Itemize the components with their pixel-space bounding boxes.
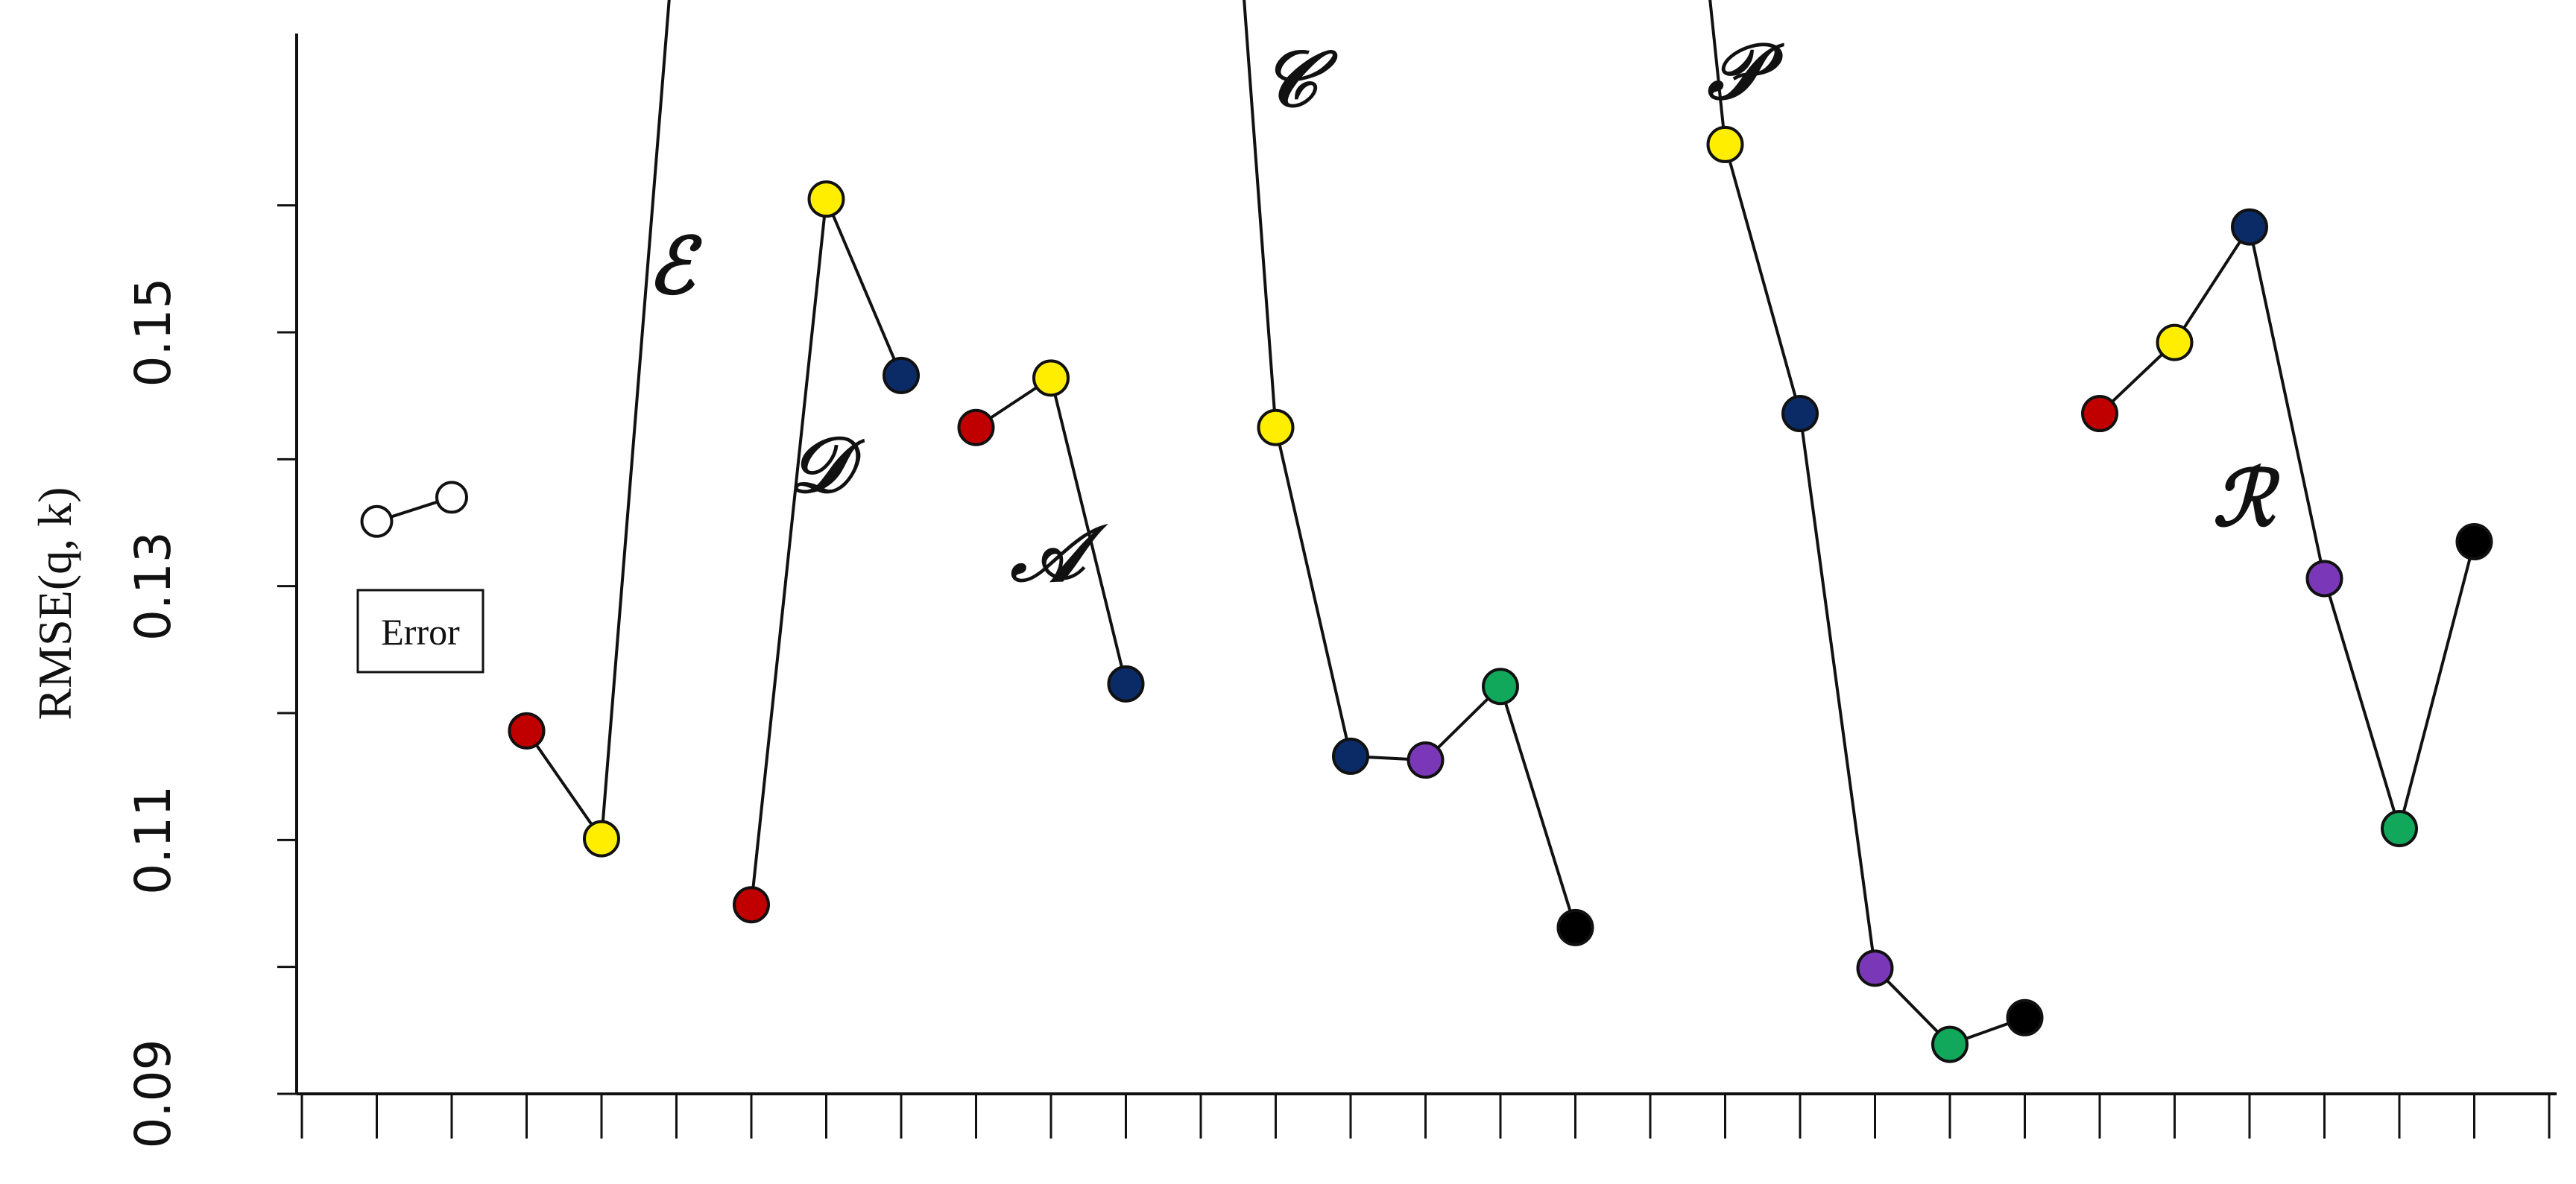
group-4-line: [1243, 0, 1577, 928]
y-tick-label-0.11: 0.11: [124, 785, 182, 895]
group-5-point-6: [2006, 998, 2044, 1036]
group-label-2: 𝒟: [789, 419, 865, 510]
axes-layer: 0.09 0.11 0.13 0.15: [124, 34, 2557, 1149]
y-tick-label-0.09: 0.09: [124, 1039, 182, 1149]
group-3-point-1: [957, 408, 995, 446]
group-2-point-3: [883, 356, 920, 394]
group-2-point-1: [733, 886, 770, 924]
group-2-point-2: [807, 180, 845, 218]
group-1-point-1: [508, 712, 546, 750]
group-label-5: 𝒫: [1708, 25, 1785, 117]
y-tick-label-0.13: 0.13: [124, 531, 182, 641]
group-3-point-3: [1107, 665, 1145, 703]
group-5-point-2: [1706, 125, 1744, 163]
legend-label: Error: [381, 611, 460, 653]
group-1-line: [525, 0, 671, 843]
group-4-point-5: [1482, 668, 1519, 706]
y-tick-label-0.15: 0.15: [124, 278, 182, 387]
group-label-4: 𝒞: [1261, 33, 1338, 124]
group-4-point-4: [1407, 741, 1445, 779]
group-6-point-1: [2081, 395, 2118, 433]
group-6-line: [2098, 223, 2476, 835]
group-4-point-3: [1332, 737, 1369, 775]
legend-box: [356, 589, 484, 674]
group-label-6: ℛ: [2213, 452, 2281, 544]
group-3-point-2: [1032, 359, 1070, 397]
group-5-point-5: [1931, 1025, 1969, 1063]
group-6-point-2: [2156, 323, 2194, 361]
legend-layer: Error: [356, 589, 484, 674]
group-4-point-2: [1257, 408, 1295, 446]
group-4-point-6: [1556, 908, 1594, 946]
group-5-point-4: [1856, 949, 1894, 987]
group-6-point-4: [2305, 560, 2343, 598]
group-5-line: [1708, 0, 2026, 1046]
y-axis-title: RMSE(q, k): [28, 487, 81, 721]
group-label-1: ℰ: [648, 220, 703, 311]
group-5-point-3: [1781, 395, 1819, 433]
group-6-point-3: [2231, 208, 2268, 246]
lines-layer: [376, 0, 2476, 1046]
group-2-line: [750, 193, 903, 905]
group-6-point-5: [2381, 810, 2418, 848]
group-1-point-2: [583, 820, 620, 858]
points-layer: [360, 125, 2493, 1063]
legend-series-point-1: [360, 504, 394, 538]
legend-series-point-2: [435, 481, 468, 514]
group-6-point-6: [2455, 523, 2493, 561]
